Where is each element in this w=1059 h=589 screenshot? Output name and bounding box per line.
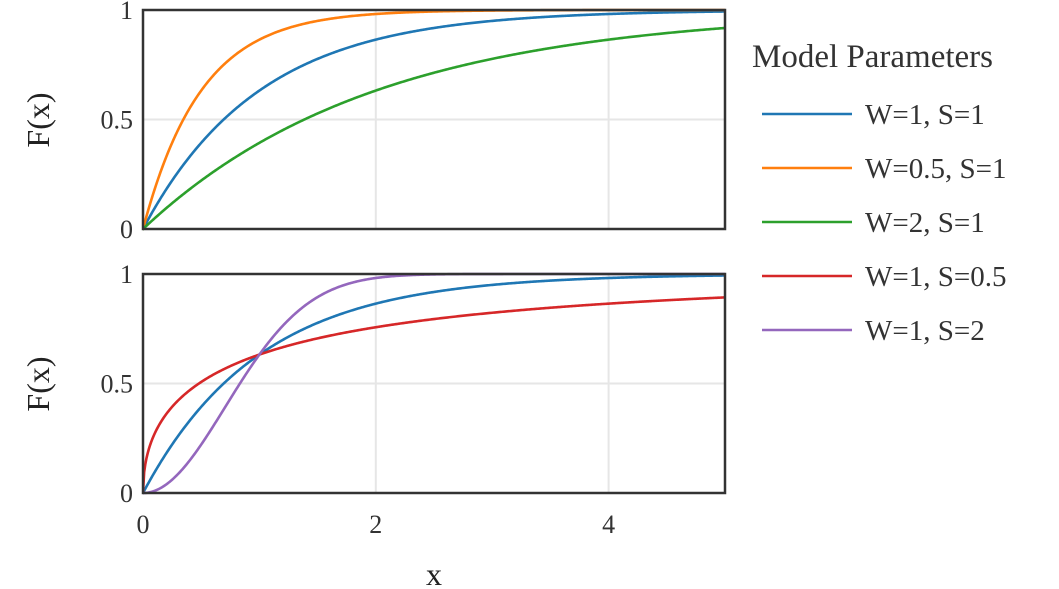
series-line-w-1-s-1 xyxy=(143,10,725,231)
top-panel: 0 0.5 1 F(x) xyxy=(20,0,727,244)
series-line-w-2-s-1 xyxy=(143,26,725,231)
legend-item: W=1, S=0.5 xyxy=(762,261,1006,293)
legend-title: Model Parameters xyxy=(752,39,993,75)
x-tick-label: 4 xyxy=(602,510,615,539)
y-axis-title: F(x) xyxy=(20,356,56,411)
x-tick-label: 0 xyxy=(137,510,150,539)
legend-item: W=1, S=1 xyxy=(762,99,985,131)
y-tick-label: 0.5 xyxy=(101,370,134,399)
legend-item: W=2, S=1 xyxy=(762,207,985,239)
y-axis-title: F(x) xyxy=(20,92,56,147)
plot-frame xyxy=(141,272,727,495)
legend-label: W=2, S=1 xyxy=(865,207,985,239)
series-line-w-1-s-0.5 xyxy=(143,296,725,495)
y-tick-label: 1 xyxy=(120,0,133,25)
bottom-panel: 0 0.5 1 0 2 4 F(x) xyxy=(20,260,727,539)
legend-label: W=1, S=0.5 xyxy=(865,261,1006,293)
plot-frame xyxy=(141,8,727,231)
y-tick-label: 0.5 xyxy=(101,106,134,135)
y-tick-label: 0 xyxy=(120,215,133,244)
legend: Model Parameters W=1, S=1 W=0.5, S=1 W=2, … xyxy=(752,39,1006,347)
legend-label: W=1, S=1 xyxy=(865,99,985,131)
x-axis-title: x xyxy=(426,556,442,589)
legend-item: W=1, S=2 xyxy=(762,315,985,347)
legend-label: W=1, S=2 xyxy=(865,315,985,347)
y-tick-label: 0 xyxy=(120,479,133,508)
legend-item: W=0.5, S=1 xyxy=(762,153,1006,185)
series-line-w-1-s-1 xyxy=(143,274,725,495)
y-tick-label: 1 xyxy=(120,260,133,289)
x-tick-label: 2 xyxy=(369,510,382,539)
legend-label: W=0.5, S=1 xyxy=(865,153,1006,185)
